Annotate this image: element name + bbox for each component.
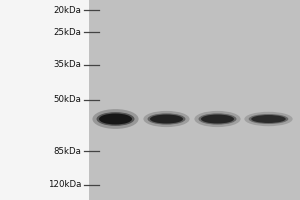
Ellipse shape [150,114,183,123]
Text: 20kDa: 20kDa [53,6,81,15]
Ellipse shape [249,114,288,124]
Bar [0,0,88,200]
Ellipse shape [143,111,190,127]
Ellipse shape [201,114,234,123]
Ellipse shape [199,113,236,125]
Ellipse shape [251,115,286,123]
Ellipse shape [244,112,293,126]
Text: 120kDa: 120kDa [48,180,81,189]
Ellipse shape [97,112,134,126]
Ellipse shape [194,111,241,127]
Text: 25kDa: 25kDa [53,28,81,37]
Ellipse shape [148,113,185,125]
Text: 85kDa: 85kDa [53,147,81,156]
Ellipse shape [92,109,139,129]
Text: 35kDa: 35kDa [53,60,81,69]
Ellipse shape [99,113,132,124]
Text: 50kDa: 50kDa [53,95,81,104]
